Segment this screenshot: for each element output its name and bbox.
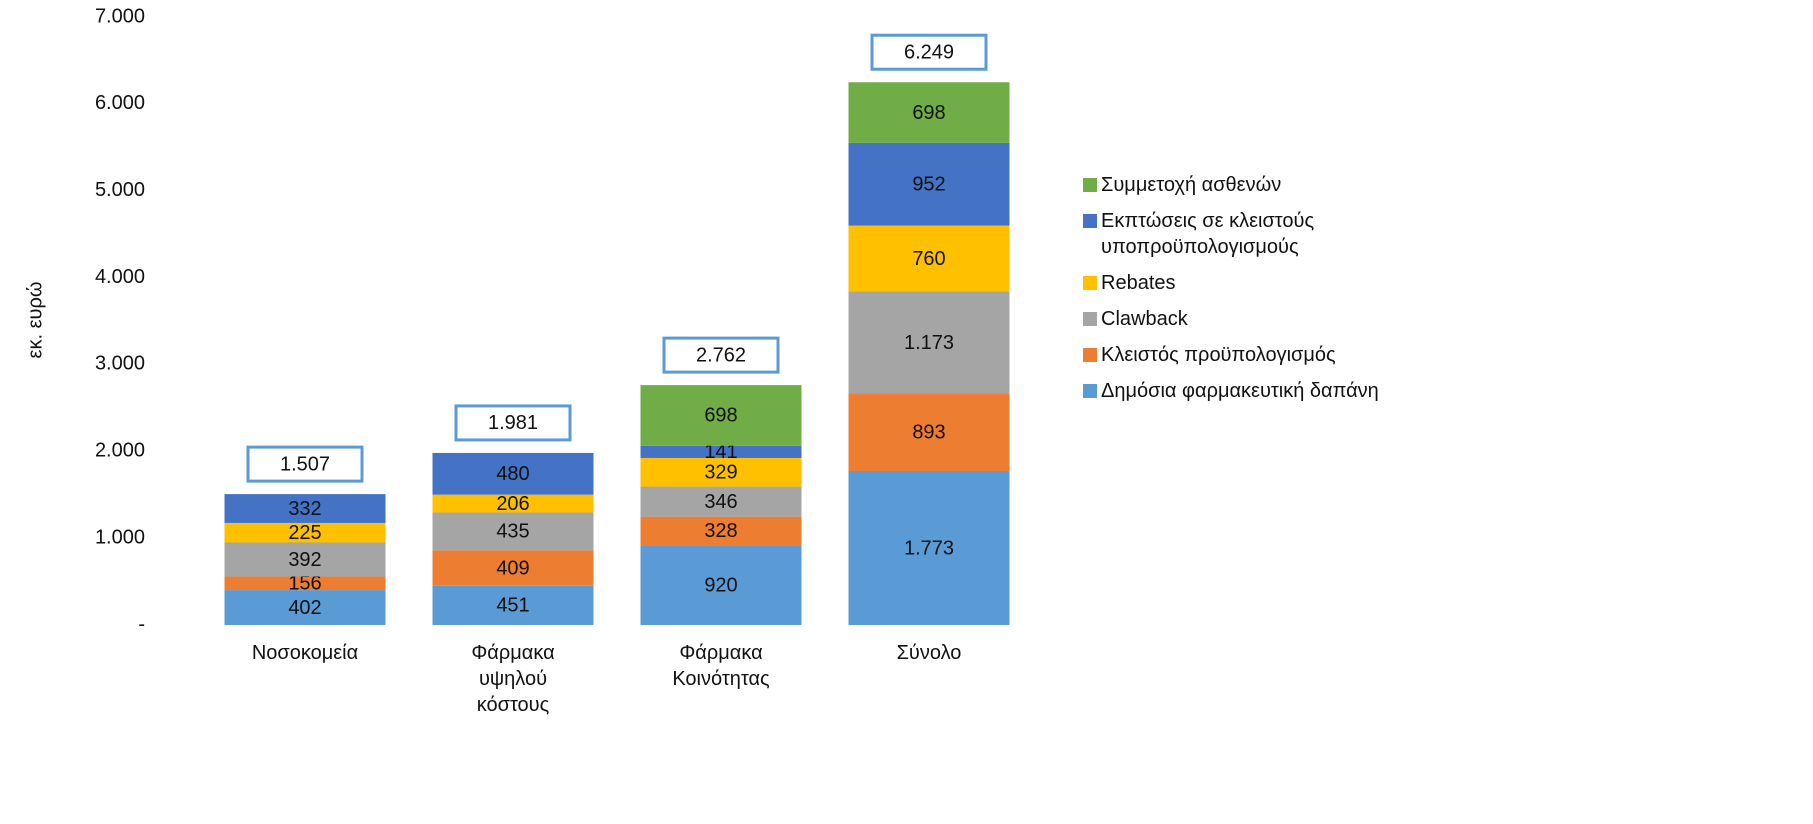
bar-segment: [432, 550, 594, 586]
y-tick-label: 2.000: [95, 440, 145, 462]
legend-item: Rebates: [1083, 270, 1483, 296]
x-tick-label: Φάρμακα υψηλού κόστους: [471, 642, 555, 716]
y-tick-label: 1.000: [95, 526, 145, 548]
legend-item: Δημόσια φαρμακευτική δαπάνη: [1083, 378, 1483, 404]
value-label: 698: [704, 405, 737, 427]
value-label: 1.773: [904, 537, 954, 559]
bar-segment: [640, 457, 802, 487]
total-label: 2.762: [696, 344, 746, 366]
legend-label: Rebates: [1101, 272, 1176, 294]
legend: Συμμετοχή ασθενών Εκπτώσεις σε κλειστούς …: [1083, 172, 1483, 414]
legend-swatch: [1083, 214, 1097, 228]
y-tick-label: 3.000: [95, 353, 145, 375]
legend-swatch: [1083, 276, 1097, 290]
x-tick-label: Φάρμακα Κοινότητας: [672, 642, 770, 690]
value-label: 156: [288, 573, 321, 595]
value-label: 328: [704, 520, 737, 542]
total-box: [870, 33, 988, 71]
value-label: 920: [704, 574, 737, 596]
bar-segment: [640, 385, 802, 446]
bar-segment: [432, 494, 594, 513]
y-tick-label: 4.000: [95, 266, 145, 288]
legend-swatch: [1083, 312, 1097, 326]
legend-item: Κλειστός προϋπολογισμός: [1083, 342, 1483, 368]
value-label: 225: [288, 522, 321, 544]
legend-label: Συμμετοχή ασθενών: [1101, 174, 1282, 196]
value-label: 346: [704, 491, 737, 513]
legend-item: Clawback: [1083, 306, 1483, 332]
y-tick-label: 5.000: [95, 179, 145, 201]
bar-segment: [640, 516, 802, 546]
legend-label: Δημόσια φαρμακευτική δαπάνη: [1101, 380, 1379, 402]
bar-segment: [224, 542, 386, 577]
value-label: 1.173: [904, 332, 954, 354]
bar-segment: [848, 225, 1010, 292]
y-tick-label: 6.000: [95, 92, 145, 114]
legend-item: Εκπτώσεις σε κλειστούς υποπροϋπολογισμού…: [1083, 208, 1483, 260]
value-label: 141: [704, 441, 737, 463]
value-label: 402: [288, 597, 321, 619]
bar-segment: [640, 445, 802, 458]
y-axis-label: εκ. ευρώ: [24, 282, 46, 359]
bar-segment: [432, 512, 594, 551]
total-label: 1.507: [280, 453, 330, 475]
legend-label: Κλειστός προϋπολογισμός: [1101, 344, 1336, 366]
legend-swatch: [1083, 178, 1097, 192]
value-label: 451: [496, 595, 529, 617]
value-label: 332: [288, 498, 321, 520]
value-label: 760: [912, 248, 945, 270]
legend-swatch: [1083, 348, 1097, 362]
legend-label: Εκπτώσεις σε κλειστούς υποπροϋπολογισμού…: [1101, 210, 1315, 258]
value-label: 206: [496, 493, 529, 515]
bar-segment: [848, 471, 1010, 625]
legend-label: Clawback: [1101, 308, 1188, 330]
bar-segment: [224, 494, 386, 523]
bar-segment: [848, 142, 1010, 226]
bar-segment: [224, 522, 386, 543]
total-label: 1.981: [488, 412, 538, 434]
value-label: 480: [496, 463, 529, 485]
bar-segment: [848, 82, 1010, 143]
bar-segment: [224, 576, 386, 591]
bar-segment: [432, 585, 594, 625]
x-tick-label: Νοσοκομεία: [251, 642, 359, 664]
value-label: 329: [704, 462, 737, 484]
bar-segment: [848, 291, 1010, 394]
bar-segment: [432, 452, 594, 495]
value-label: 409: [496, 557, 529, 579]
value-label: 893: [912, 422, 945, 444]
bar-segment: [640, 486, 802, 517]
value-label: 952: [912, 173, 945, 195]
y-tick-label: 7.000: [95, 5, 145, 27]
total-box: [246, 445, 364, 483]
y-tick-label: -: [138, 613, 145, 635]
total-box: [662, 336, 780, 374]
value-label: 698: [912, 102, 945, 124]
bar-segment: [848, 393, 1010, 472]
value-label: 392: [288, 549, 321, 571]
total-label: 6.249: [904, 42, 954, 64]
total-box: [454, 404, 572, 442]
legend-swatch: [1083, 384, 1097, 398]
bar-segment: [224, 590, 386, 625]
value-label: 435: [496, 521, 529, 543]
legend-item: Συμμετοχή ασθενών: [1083, 172, 1483, 198]
bar-segment: [640, 545, 802, 625]
x-tick-label: Σύνολο: [896, 642, 962, 664]
